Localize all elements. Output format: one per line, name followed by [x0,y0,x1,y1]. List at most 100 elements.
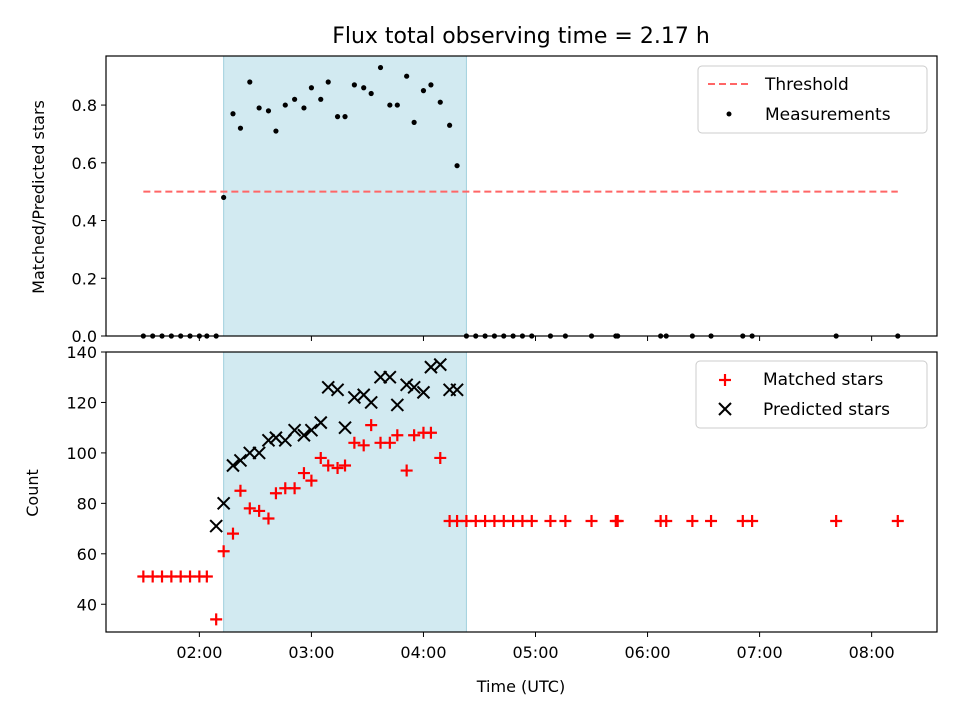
legend-matched-label: Matched stars [763,370,883,390]
predicted-star-point [261,433,276,447]
matched-star-point [383,436,396,449]
y-tick-label: 80 [77,494,97,513]
matched-star-point [210,613,223,626]
measurement-point [256,105,262,111]
x-axis-label: Time (UTC) [476,677,565,696]
measurement-point [308,85,315,91]
measurement-point [265,108,272,114]
matched-star-point [357,439,370,452]
matched-star-point [891,515,904,528]
legend-measurements-label: Measurements [765,105,891,125]
matched-star-point [200,570,213,583]
y-tick-label: 0.6 [72,154,97,173]
matched-star-point [262,512,275,525]
count-panel: 40 60 80 100 120 140 02:00 03:00 04:00 05:00 06:0… [23,343,938,696]
x-tick-label: 02:00 [176,643,222,662]
matched-star-point [243,502,256,515]
observing-window-shade [223,351,467,633]
predicted-star-point [399,378,414,392]
matched-star-point [705,515,718,528]
ratio-axes-frame [105,55,938,337]
matched-star-point [686,515,699,528]
matched-star-point [226,527,239,540]
measurement-point [273,128,279,134]
x-tick-label: 08:00 [849,643,895,662]
x-tick-label: 07:00 [737,643,783,662]
matched-star-point [253,504,266,517]
predicted-star-point [416,385,431,400]
y-tick-label: 0.8 [72,96,97,115]
legend-matched-swatch [719,374,731,386]
measurement-point [404,73,410,79]
predicted-star-point [209,519,223,533]
matched-star-point [288,482,301,495]
measurement-point [325,79,331,85]
matched-star-point [348,436,361,449]
measurement-point [377,64,384,71]
matched-star-point [585,515,598,528]
matched-star-point [339,459,352,472]
matched-star-point [391,429,404,442]
predicted-star-point [364,395,378,410]
matched-star-point [544,515,557,528]
count-y-label: Count [23,469,42,517]
matched-star-point [611,515,624,528]
measurement-point [221,194,227,201]
count-axes-frame [105,351,938,633]
measurement-point [318,96,324,102]
observing-window-shade [223,55,467,337]
y-tick-label: 100 [66,444,97,463]
x-tick-label: 03:00 [288,643,334,662]
measurement-point [368,90,374,97]
predicted-star-point [216,496,231,511]
matched-star-point [660,515,673,528]
count-y-axis: 40 60 80 100 120 140 [66,343,106,614]
matched-star-point [746,515,759,528]
matched-star-point [434,451,447,464]
predicted-star-point [297,428,311,442]
predicted-star-point [390,398,405,412]
measurement-point [361,85,367,91]
count-marks [137,357,904,626]
y-tick-label: 60 [77,545,97,564]
matched-star-point [365,419,378,432]
ratio-y-label: Matched/Predicted stars [29,100,48,294]
y-tick-label: 0.2 [72,269,97,288]
measurement-point [454,163,460,169]
predicted-star-point [450,383,464,397]
legend-threshold-label: Threshold [764,75,849,95]
measurement-point [351,82,357,88]
y-tick-label: 40 [77,595,97,614]
measurement-point [420,88,427,94]
measurement-point [247,79,253,85]
measurement-point [394,102,400,108]
legend-measurements-swatch [726,111,732,117]
predicted-star-point [433,357,447,372]
predicted-star-point [252,446,266,460]
matched-star-point [322,459,335,472]
measurement-point [292,96,298,102]
predicted-star-point [304,423,319,437]
measurement-point [387,102,393,108]
count-x-axis: 02:00 03:00 04:00 05:00 06:00 07:00 08:00 [176,632,895,662]
predicted-star-point [287,423,302,437]
measurement-point [428,82,434,88]
measurement-point [230,111,236,117]
legend-predicted-swatch [718,402,732,416]
x-tick-label: 05:00 [512,643,558,662]
matched-star-point [525,515,538,528]
count-legend: Matched stars Predicted stars [695,360,928,429]
predicted-star-point [330,383,345,397]
ratio-panel: 0.00.20.40.60.8 Matched/Predicted stars … [29,55,938,346]
matched-star-point [400,464,413,477]
ratio-legend: Threshold Measurements [697,65,928,134]
chart-title: Flux total observing time = 2.17 h [332,24,710,49]
x-tick-label: 06:00 [624,643,670,662]
predicted-star-point [226,458,240,473]
matched-star-point [314,451,327,464]
measurement-point [342,114,348,120]
measurement-point [301,105,307,111]
matched-star-point [297,467,310,480]
predicted-star-point [338,420,352,435]
